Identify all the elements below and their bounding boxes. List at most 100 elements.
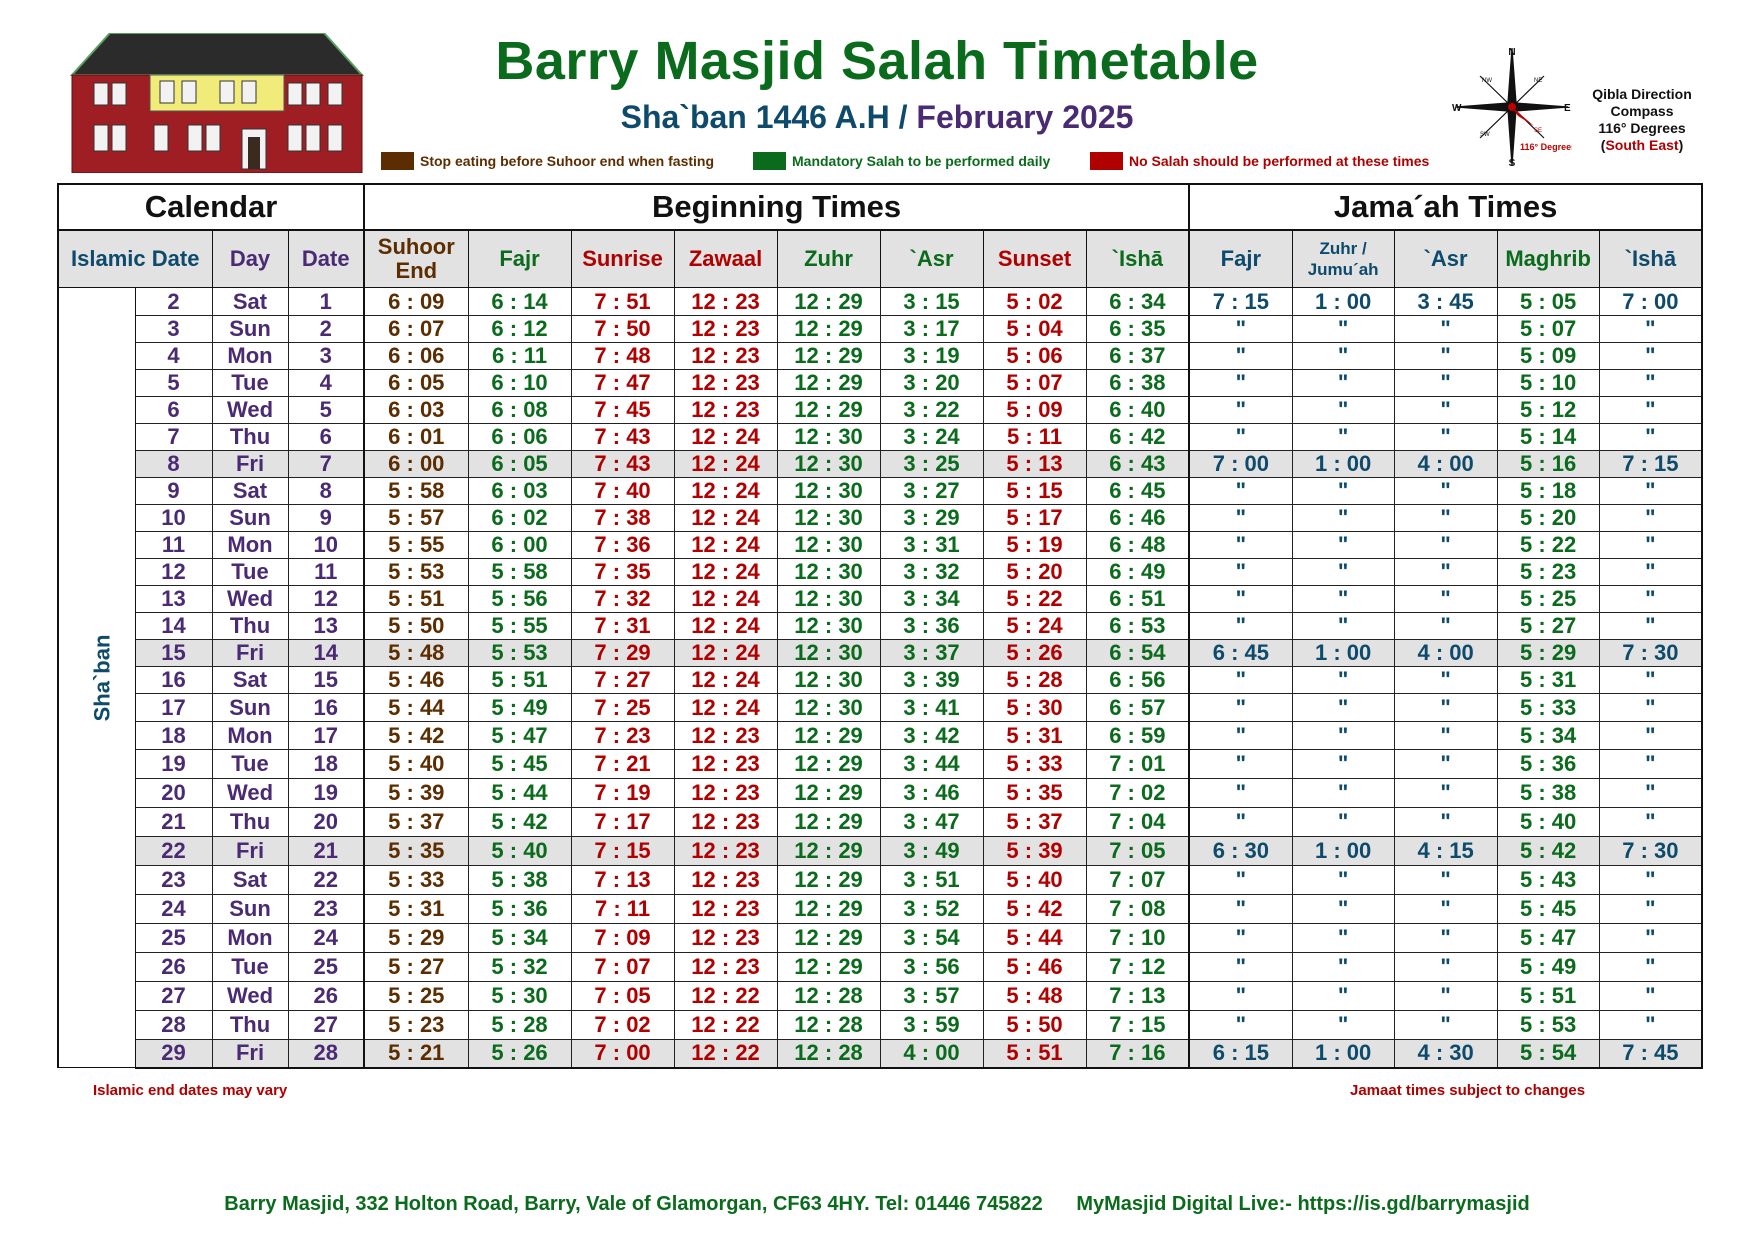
table-row: 25 Mon 24 5 : 29 5 : 34 7 : 09 12 : 23 12 : 29 3… <box>58 923 1704 953</box>
date-cell: 18 <box>287 749 365 779</box>
col-suhoor-line1: Suhoor <box>377 234 455 259</box>
suhoor-end-cell: 5 : 51 <box>363 585 469 613</box>
islamic-month: Sha`ban 1446 A.H <box>620 99 890 135</box>
zuhr-cell: 12 : 30 <box>776 612 881 640</box>
date-cell: 9 <box>287 504 365 532</box>
sunrise-cell: 7 : 17 <box>570 807 675 837</box>
day-cell: Wed <box>211 778 288 808</box>
suhoor-end-cell: 5 : 40 <box>363 749 469 779</box>
jamaah-fajr-cell: " <box>1188 807 1293 837</box>
islamic-date-cell: 10 <box>134 504 212 532</box>
footer-address: Barry Masjid, 332 Holton Road, Barry, Va… <box>224 1193 1043 1215</box>
legend-forbidden: No Salah should be performed at these ti… <box>1090 151 1429 171</box>
jamaah-maghrib-cell: 5 : 16 <box>1496 450 1600 478</box>
jamaah-isha-cell: 7 : 15 <box>1598 450 1704 478</box>
footer-live-link[interactable]: MyMasjid Digital Live:- https://is.gd/ba… <box>1076 1193 1530 1215</box>
islamic-date-cell: 3 <box>134 315 212 343</box>
jamaah-zuhr-cell: " <box>1291 807 1395 837</box>
jamaah-fajr-cell: " <box>1188 612 1293 640</box>
isha-cell: 6 : 59 <box>1085 721 1190 750</box>
jamaah-isha-cell: " <box>1598 981 1704 1011</box>
jamaah-isha-cell: " <box>1598 585 1704 613</box>
table-row: 8 Fri 7 6 : 00 6 : 05 7 : 43 12 : 24 12 : 30 3 :… <box>58 450 1704 478</box>
sunrise-cell: 7 : 40 <box>570 477 675 505</box>
col-fajr: Fajr <box>467 229 572 288</box>
qibla-line-1: Qibla Direction <box>1592 86 1692 102</box>
legend-swatch <box>1090 152 1123 170</box>
jamaah-isha-cell: 7 : 30 <box>1598 639 1704 667</box>
compass-se: SE <box>1534 128 1542 134</box>
jamaah-fajr-cell: " <box>1188 423 1293 451</box>
fajr-cell: 5 : 42 <box>467 807 572 837</box>
suhoor-end-cell: 5 : 50 <box>363 612 469 640</box>
jamaah-asr-cell: " <box>1393 693 1498 722</box>
zuhr-cell: 12 : 29 <box>776 778 881 808</box>
legend-swatch <box>381 152 414 170</box>
jamaah-isha-cell: " <box>1598 369 1704 397</box>
col-jamaah-isha: `Ishā <box>1598 229 1704 288</box>
jamaah-zuhr-cell: " <box>1291 504 1395 532</box>
jamaah-asr-cell: 4 : 30 <box>1393 1039 1498 1069</box>
jamaah-asr-cell: " <box>1393 612 1498 640</box>
suhoor-end-cell: 6 : 06 <box>363 342 469 370</box>
asr-cell: 3 : 54 <box>879 923 984 953</box>
page-subtitle: Sha`ban 1446 A.H / February 2025 <box>0 99 1754 136</box>
zuhr-cell: 12 : 29 <box>776 396 881 424</box>
zawaal-cell: 12 : 23 <box>673 923 778 953</box>
legend-label: Mandatory Salah to be performed daily <box>792 153 1051 169</box>
zuhr-cell: 12 : 30 <box>776 558 881 586</box>
jamaah-asr-cell: " <box>1393 477 1498 505</box>
note-islamic-dates: Islamic end dates may vary <box>93 1082 288 1099</box>
jamaah-asr-cell: " <box>1393 923 1498 953</box>
jamaah-fajr-cell: 7 : 00 <box>1188 450 1293 478</box>
jamaah-maghrib-cell: 5 : 47 <box>1496 923 1600 953</box>
date-cell: 5 <box>287 396 365 424</box>
sunrise-cell: 7 : 19 <box>570 778 675 808</box>
isha-cell: 6 : 34 <box>1085 287 1190 316</box>
col-jamaah-asr: `Asr <box>1393 229 1498 288</box>
jamaah-isha-cell: " <box>1598 531 1704 559</box>
jamaah-zuhr-cell: " <box>1291 1010 1395 1040</box>
zawaal-cell: 12 : 23 <box>673 778 778 808</box>
masjid-building-image <box>70 33 364 173</box>
fajr-cell: 6 : 11 <box>467 342 572 370</box>
day-cell: Sun <box>211 894 288 924</box>
qibla-line-2: Compass <box>1610 103 1674 119</box>
zawaal-cell: 12 : 24 <box>673 477 778 505</box>
jamaah-fajr-cell: " <box>1188 749 1293 779</box>
table-row: 12 Tue 11 5 : 53 5 : 58 7 : 35 12 : 24 12 : 30 3… <box>58 558 1704 586</box>
zawaal-cell: 12 : 23 <box>673 952 778 982</box>
day-cell: Mon <box>211 721 288 750</box>
islamic-date-cell: 25 <box>134 923 212 953</box>
jamaah-maghrib-cell: 5 : 45 <box>1496 894 1600 924</box>
zuhr-cell: 12 : 29 <box>776 342 881 370</box>
jamaah-asr-cell: " <box>1393 666 1498 694</box>
sunset-cell: 5 : 30 <box>982 693 1087 722</box>
suhoor-end-cell: 5 : 25 <box>363 981 469 1011</box>
isha-cell: 6 : 43 <box>1085 450 1190 478</box>
jamaah-asr-cell: 4 : 00 <box>1393 450 1498 478</box>
islamic-date-cell: 7 <box>134 423 212 451</box>
zuhr-cell: 12 : 30 <box>776 504 881 532</box>
jamaah-fajr-cell: " <box>1188 952 1293 982</box>
islamic-date-cell: 15 <box>134 639 212 667</box>
table-row: 26 Tue 25 5 : 27 5 : 32 7 : 07 12 : 23 12 : 29 3… <box>58 952 1704 982</box>
qibla-line-3: 116° Degrees <box>1598 120 1686 136</box>
jamaah-maghrib-cell: 5 : 40 <box>1496 807 1600 837</box>
jamaah-fajr-cell: " <box>1188 342 1293 370</box>
islamic-date-cell: 16 <box>134 666 212 694</box>
islamic-date-cell: 12 <box>134 558 212 586</box>
suhoor-end-cell: 5 : 27 <box>363 952 469 982</box>
jamaah-fajr-cell: " <box>1188 721 1293 750</box>
sunrise-cell: 7 : 48 <box>570 342 675 370</box>
zawaal-cell: 12 : 24 <box>673 531 778 559</box>
jamaah-asr-cell: " <box>1393 749 1498 779</box>
sunrise-cell: 7 : 45 <box>570 396 675 424</box>
asr-cell: 3 : 46 <box>879 778 984 808</box>
zawaal-cell: 12 : 24 <box>673 639 778 667</box>
jamaah-isha-cell: " <box>1598 807 1704 837</box>
col-zuhr: Zuhr <box>776 229 881 288</box>
isha-cell: 6 : 46 <box>1085 504 1190 532</box>
jamaah-zuhr-cell: " <box>1291 315 1395 343</box>
jamaah-maghrib-cell: 5 : 54 <box>1496 1039 1600 1069</box>
